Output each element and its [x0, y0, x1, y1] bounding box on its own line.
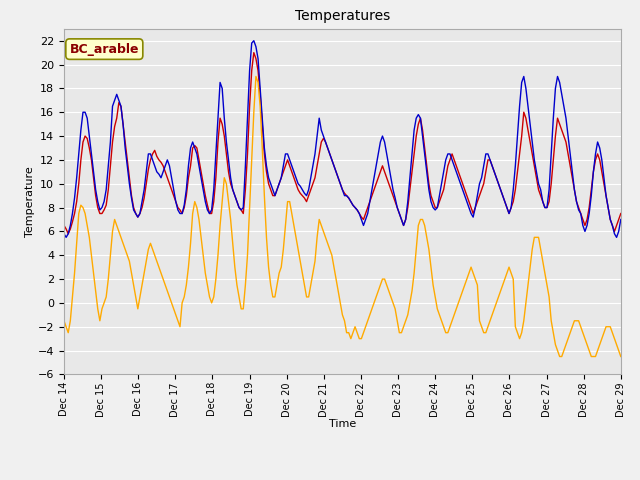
Tsurf: [60, 231, 68, 237]
Line: Tair: Tair: [64, 53, 621, 234]
Line: Tsurf: Tsurf: [64, 41, 621, 237]
Y-axis label: Temperature: Temperature: [25, 166, 35, 237]
Tsurf: [404, 199, 412, 204]
Tsurf: [288, 163, 296, 169]
Tsky: [60, 318, 68, 324]
Tair: [288, 169, 296, 175]
Legend: Tair, Tsurf, Tsky: Tair, Tsurf, Tsky: [212, 477, 473, 480]
Tair: [60, 223, 68, 228]
Tair: [65, 231, 72, 237]
Tsurf: [617, 216, 625, 222]
Tsky: [617, 354, 625, 360]
Tsurf: [250, 38, 258, 44]
Tair: [404, 204, 412, 210]
Tsky: [286, 199, 294, 204]
Tsurf: [581, 228, 589, 234]
Tsurf: [588, 193, 595, 199]
Title: Temperatures: Temperatures: [295, 10, 390, 24]
Tsurf: [309, 163, 317, 169]
Tsky: [307, 282, 315, 288]
Text: BC_arable: BC_arable: [70, 43, 139, 56]
Line: Tsky: Tsky: [64, 76, 621, 357]
Tsky: [556, 354, 563, 360]
Tsky: [402, 318, 410, 324]
Tair: [617, 211, 625, 216]
Tsky: [581, 336, 589, 342]
Tsurf: [62, 234, 70, 240]
Tsky: [252, 73, 260, 79]
Tair: [488, 163, 496, 169]
Tsky: [588, 354, 595, 360]
Tair: [250, 50, 258, 56]
Tsurf: [488, 163, 496, 169]
X-axis label: Time: Time: [329, 420, 356, 430]
Tair: [309, 181, 317, 187]
Tair: [588, 187, 595, 192]
Tair: [581, 223, 589, 228]
Tsky: [486, 318, 494, 324]
